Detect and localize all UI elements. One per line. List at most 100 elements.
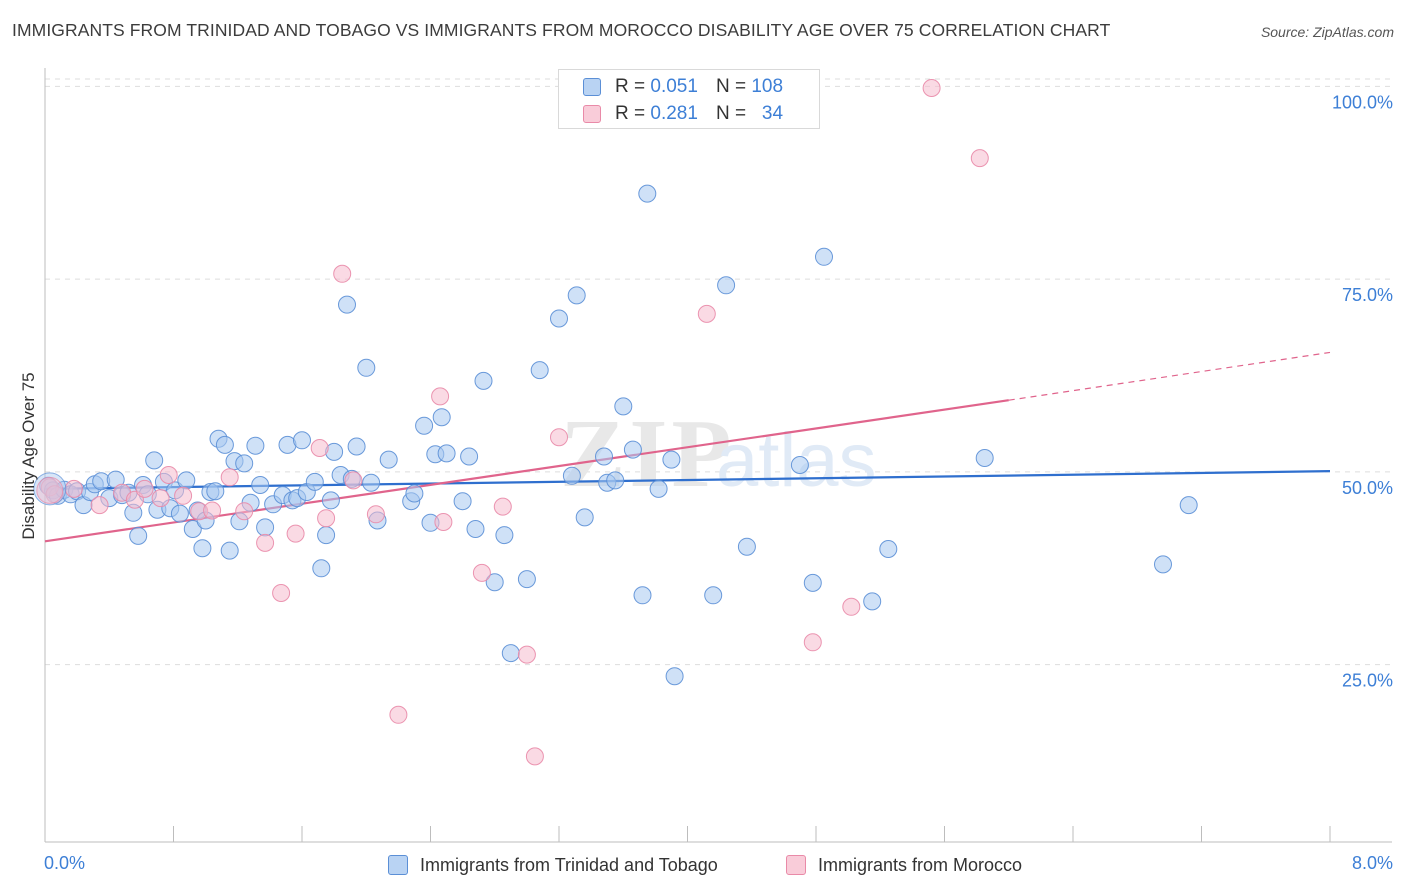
data-points <box>33 79 1198 766</box>
point-trinidad <box>517 570 536 589</box>
point-trinidad <box>405 484 424 503</box>
point-morocco <box>36 476 64 504</box>
y-tick-label: 75.0% <box>1342 285 1393 305</box>
legend-n-label: N = <box>715 76 747 97</box>
point-trinidad <box>1154 555 1172 574</box>
point-trinidad <box>879 540 898 558</box>
point-trinidad <box>717 276 736 295</box>
point-trinidad <box>305 472 324 491</box>
point-trinidad <box>293 431 311 450</box>
point-trinidad <box>649 479 668 498</box>
point-morocco <box>90 496 109 515</box>
point-morocco <box>159 466 178 484</box>
point-trinidad <box>638 184 657 203</box>
point-morocco <box>344 471 363 490</box>
legend-n-value: 34 <box>761 103 784 124</box>
point-morocco <box>174 486 193 505</box>
point-trinidad <box>145 451 164 470</box>
point-trinidad <box>437 444 456 463</box>
point-morocco <box>151 489 170 508</box>
legend-n-label: N = <box>715 103 747 124</box>
point-trinidad <box>193 539 212 558</box>
legend-row-trinidad: R = 0.051 N = 108 <box>583 75 783 99</box>
chart-title: IMMIGRANTS FROM TRINIDAD AND TOBAGO VS I… <box>12 20 1111 40</box>
point-morocco <box>842 597 861 616</box>
point-morocco <box>922 79 941 97</box>
point-trinidad <box>633 586 652 605</box>
point-trinidad <box>562 466 581 485</box>
legend-swatch-morocco <box>583 105 601 123</box>
point-morocco <box>525 747 544 766</box>
point-trinidad <box>550 309 568 328</box>
point-trinidad <box>317 526 336 545</box>
point-trinidad <box>33 472 67 506</box>
point-trinidad <box>575 508 594 527</box>
trend-line-morocco-extension <box>1008 351 1331 401</box>
point-morocco <box>256 533 275 552</box>
point-trinidad <box>183 520 202 538</box>
point-morocco <box>220 468 239 487</box>
point-trinidad <box>1179 496 1198 515</box>
point-morocco <box>434 513 453 531</box>
point-trinidad <box>415 416 434 435</box>
point-morocco <box>333 264 352 283</box>
bottom-legend-morocco: Immigrants from Morocco <box>786 852 1022 878</box>
correlation-legend: R = 0.051 N = 108 R = 0.281 N = 34 <box>558 69 820 129</box>
point-morocco <box>431 387 450 406</box>
point-trinidad <box>347 437 366 456</box>
point-trinidad <box>623 440 642 459</box>
point-trinidad <box>737 537 756 556</box>
point-trinidad <box>530 361 549 380</box>
point-morocco <box>970 149 989 168</box>
legend-r-value: 0.051 <box>650 76 698 97</box>
point-trinidad <box>460 447 479 466</box>
point-morocco <box>697 304 716 323</box>
point-trinidad <box>474 371 493 390</box>
point-trinidad <box>567 286 586 305</box>
point-trinidad <box>803 573 822 592</box>
point-morocco <box>286 524 305 543</box>
point-trinidad <box>432 408 451 427</box>
point-trinidad <box>704 586 723 605</box>
legend-r-label: R = <box>615 103 646 124</box>
point-trinidad <box>362 473 381 492</box>
point-trinidad <box>790 456 809 474</box>
point-morocco <box>203 501 222 520</box>
point-trinidad <box>357 358 376 377</box>
point-morocco <box>389 705 408 724</box>
bottom-legend-swatch-trinidad <box>388 855 408 875</box>
y-tick-label: 50.0% <box>1342 478 1393 498</box>
point-trinidad <box>495 526 514 545</box>
point-morocco <box>64 479 83 498</box>
gridlines <box>45 78 1392 666</box>
point-morocco <box>366 505 385 524</box>
point-trinidad <box>662 450 681 469</box>
point-trinidad <box>338 295 356 314</box>
point-trinidad <box>595 447 613 466</box>
point-trinidad <box>606 471 625 490</box>
point-morocco <box>472 563 491 582</box>
point-trinidad <box>170 504 189 523</box>
point-trinidad <box>614 397 633 416</box>
point-trinidad <box>220 541 239 560</box>
point-trinidad <box>312 559 331 578</box>
point-morocco <box>235 502 254 521</box>
point-trinidad <box>501 644 520 663</box>
legend-r-label: R = <box>615 76 646 97</box>
point-trinidad <box>665 667 684 686</box>
legend-swatch-trinidad <box>583 78 601 96</box>
legend-r-value: 0.281 <box>650 103 698 124</box>
source-credit: Source: ZipAtlas.com <box>1260 24 1394 40</box>
point-morocco <box>272 584 291 602</box>
point-morocco <box>310 439 329 457</box>
legend-row-morocco: R = 0.281 N = 34 <box>583 102 783 126</box>
bottom-legend-swatch-morocco <box>786 855 806 875</box>
x-tick-label-right: 8.0% <box>1352 853 1393 873</box>
point-trinidad <box>379 450 398 469</box>
point-trinidad <box>466 520 485 538</box>
bottom-legend-label-morocco: Immigrants from Morocco <box>818 854 1023 875</box>
bottom-legend-trinidad: Immigrants from Trinidad and Tobago <box>388 852 718 878</box>
point-trinidad <box>815 247 833 266</box>
point-trinidad <box>256 518 275 537</box>
tick-labels: 25.0% 50.0% 75.0% 100.0% 0.0% 8.0% <box>44 92 1393 873</box>
